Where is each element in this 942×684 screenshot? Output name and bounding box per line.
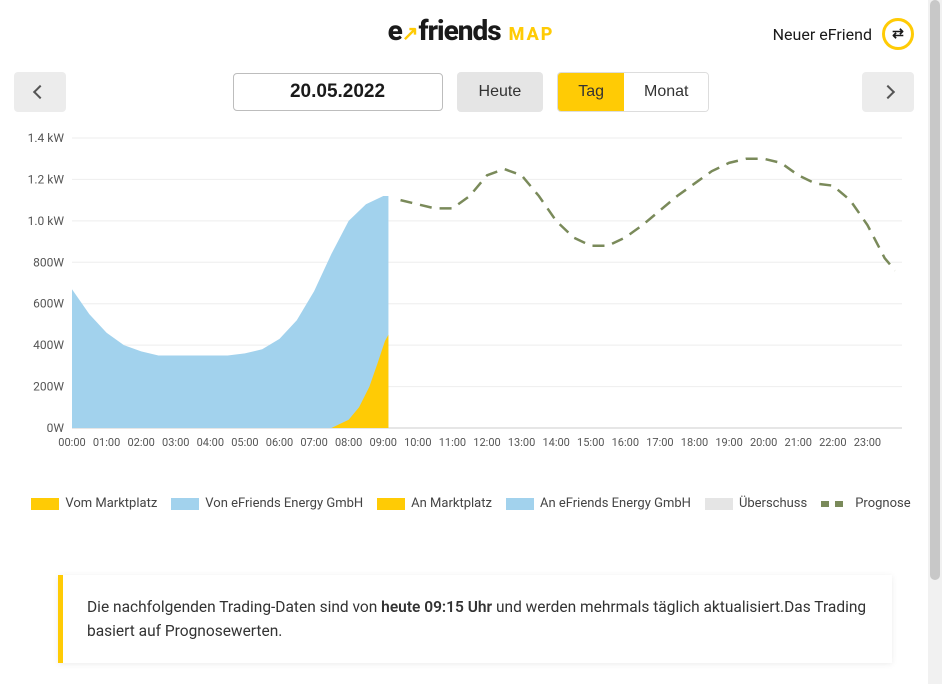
legend-swatch xyxy=(377,498,405,510)
avatar[interactable]: ⇄ xyxy=(882,18,914,50)
legend-label: Vom Marktplatz xyxy=(65,496,157,511)
svg-text:16:00: 16:00 xyxy=(612,436,639,449)
svg-text:23:00: 23:00 xyxy=(854,436,881,449)
logo-text: friends xyxy=(419,14,501,47)
legend-item[interactable]: An eFriends Energy GmbH xyxy=(506,496,691,511)
svg-text:800W: 800W xyxy=(33,255,64,269)
legend-swatch xyxy=(31,498,59,510)
info-prefix: Die nachfolgenden Trading-Daten sind von xyxy=(87,598,381,616)
legend-label: An eFriends Energy GmbH xyxy=(540,496,691,511)
svg-text:19:00: 19:00 xyxy=(715,436,742,449)
legend-label: Prognose xyxy=(855,496,910,511)
date-input[interactable] xyxy=(233,73,443,111)
svg-text:13:00: 13:00 xyxy=(508,436,535,449)
logo: e ↗ friends MAP xyxy=(388,14,555,47)
svg-text:18:00: 18:00 xyxy=(681,436,708,449)
legend-swatch xyxy=(171,498,199,510)
energy-chart: 0W 200W 400W 600W 800W 1.0 kW 1.2 kW 1.4 kW 00:0… xyxy=(8,128,908,488)
svg-text:10:00: 10:00 xyxy=(404,436,431,449)
header: e ↗ friends MAP Neuer eFriend ⇄ xyxy=(0,0,942,60)
svg-text:0W: 0W xyxy=(47,421,65,435)
legend-label: An Marktplatz xyxy=(411,496,492,511)
legend-item[interactable]: Von eFriends Energy GmbH xyxy=(171,496,363,511)
chart-container: 0W 200W 400W 600W 800W 1.0 kW 1.2 kW 1.4 kW 00:0… xyxy=(0,120,942,488)
svg-text:12:00: 12:00 xyxy=(473,436,500,449)
svg-text:600W: 600W xyxy=(33,297,64,311)
svg-text:05:00: 05:00 xyxy=(231,436,258,449)
chevron-right-icon xyxy=(881,85,895,99)
svg-text:22:00: 22:00 xyxy=(819,436,846,449)
legend-label: Von eFriends Energy GmbH xyxy=(205,496,363,511)
svg-text:15:00: 15:00 xyxy=(577,436,604,449)
svg-text:04:00: 04:00 xyxy=(197,436,224,449)
svg-text:00:00: 00:00 xyxy=(58,436,85,449)
svg-text:20:00: 20:00 xyxy=(750,436,777,449)
svg-text:21:00: 21:00 xyxy=(785,436,812,449)
controls-bar: Heute Tag Monat xyxy=(0,60,942,120)
series-blue xyxy=(72,196,388,428)
legend-label: Überschuss xyxy=(739,496,807,511)
legend-swatch xyxy=(821,501,849,507)
chevron-left-icon xyxy=(33,85,47,99)
legend-swatch xyxy=(705,498,733,510)
logo-arrow-icon: ↗ xyxy=(402,21,419,45)
svg-text:06:00: 06:00 xyxy=(266,436,293,449)
info-bold: heute 09:15 Uhr xyxy=(381,598,492,616)
svg-text:200W: 200W xyxy=(33,380,64,394)
svg-text:400W: 400W xyxy=(33,338,64,352)
today-button[interactable]: Heute xyxy=(457,72,544,112)
svg-text:03:00: 03:00 xyxy=(162,436,189,449)
legend-item[interactable]: Überschuss xyxy=(705,496,807,511)
logo-suffix: MAP xyxy=(509,24,555,45)
legend: Vom Marktplatz Von eFriends Energy GmbH An… xyxy=(0,488,942,515)
svg-text:1.2 kW: 1.2 kW xyxy=(28,172,65,186)
range-segmented: Tag Monat xyxy=(557,72,709,112)
svg-text:07:00: 07:00 xyxy=(300,436,327,449)
legend-item[interactable]: An Marktplatz xyxy=(377,496,492,511)
info-box: Die nachfolgenden Trading-Daten sind von… xyxy=(58,575,892,663)
tab-day[interactable]: Tag xyxy=(558,73,624,111)
new-efriend-link[interactable]: Neuer eFriend xyxy=(773,25,872,44)
legend-item[interactable]: Prognose xyxy=(821,496,910,511)
svg-text:08:00: 08:00 xyxy=(335,436,362,449)
svg-text:17:00: 17:00 xyxy=(646,436,673,449)
tab-month[interactable]: Monat xyxy=(624,73,708,111)
legend-item[interactable]: Vom Marktplatz xyxy=(31,496,157,511)
logo-e: e xyxy=(388,14,402,47)
svg-text:1.4 kW: 1.4 kW xyxy=(28,131,65,145)
svg-text:02:00: 02:00 xyxy=(127,436,154,449)
svg-text:1.0 kW: 1.0 kW xyxy=(28,214,65,228)
series-prognose xyxy=(401,159,896,271)
svg-text:14:00: 14:00 xyxy=(542,436,569,449)
svg-text:11:00: 11:00 xyxy=(439,436,466,449)
svg-text:09:00: 09:00 xyxy=(370,436,397,449)
header-right: Neuer eFriend ⇄ xyxy=(773,18,914,50)
prev-button[interactable] xyxy=(14,72,66,112)
svg-text:01:00: 01:00 xyxy=(93,436,120,449)
legend-swatch xyxy=(506,498,534,510)
next-button[interactable] xyxy=(862,72,914,112)
